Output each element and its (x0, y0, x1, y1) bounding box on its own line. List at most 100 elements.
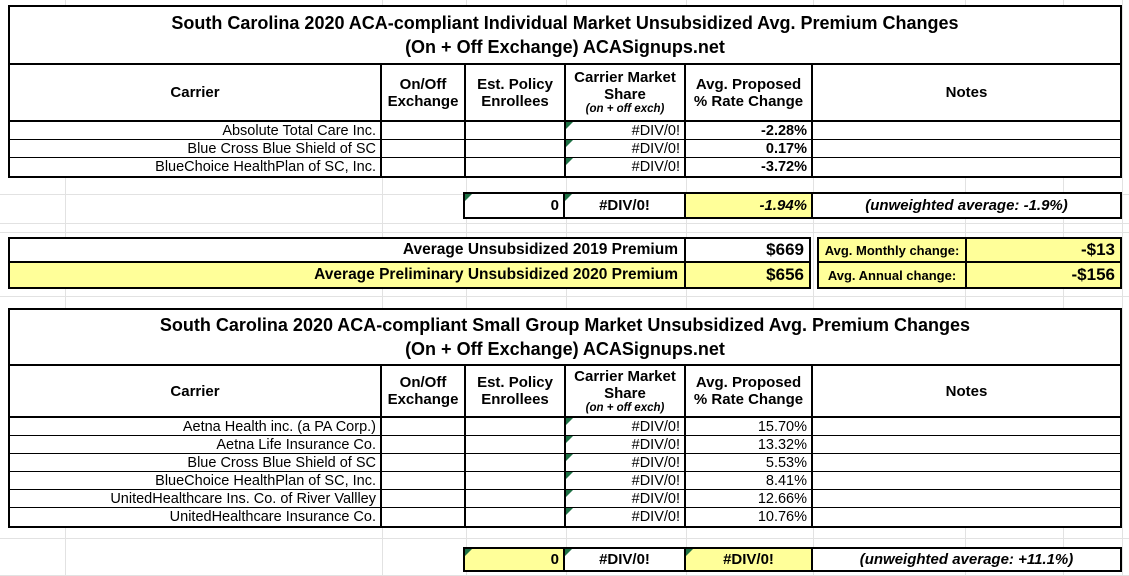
cell-carrier[interactable]: Aetna Life Insurance Co. (10, 436, 382, 453)
cell-rate-change[interactable]: -2.28% (686, 122, 813, 139)
cell-notes[interactable] (813, 140, 1120, 157)
cell-market-share-value: #DIV/0! (631, 159, 680, 175)
cell-notes[interactable] (813, 158, 1120, 176)
totals-rate-change-cell[interactable]: -1.94% (686, 194, 813, 217)
cell-enrollees[interactable] (466, 454, 566, 471)
cell-notes[interactable] (813, 508, 1120, 526)
cell-rate-change[interactable]: 10.76% (686, 508, 813, 526)
header-notes[interactable]: Notes (945, 382, 988, 400)
cell-carrier[interactable]: Blue Cross Blue Shield of SC (10, 140, 382, 157)
cell-exchange[interactable] (382, 158, 466, 176)
summary-2020-value-cell[interactable]: $656 (684, 263, 809, 287)
table-row: Aetna Life Insurance Co. #DIV/0! 13.32% (10, 436, 1120, 454)
header-exchange[interactable]: On/Off Exchange (382, 366, 466, 416)
cell-exchange[interactable] (382, 454, 466, 471)
cell-market-share[interactable]: #DIV/0! (566, 158, 686, 176)
cell-enrollees[interactable] (466, 508, 566, 526)
individual-market-title-cell[interactable]: South Carolina 2020 ACA-compliant Indivi… (10, 7, 1120, 65)
cell-enrollees[interactable] (466, 418, 566, 435)
table-row: Blue Cross Blue Shield of SC #DIV/0! 5.5… (10, 454, 1120, 472)
cell-rate-change[interactable]: 5.53% (686, 454, 813, 471)
cell-market-share[interactable]: #DIV/0! (566, 140, 686, 157)
cell-carrier[interactable]: UnitedHealthcare Insurance Co. (10, 508, 382, 526)
cell-market-share[interactable]: #DIV/0! (566, 436, 686, 453)
error-indicator-icon (566, 454, 573, 461)
cell-exchange[interactable] (382, 508, 466, 526)
cell-notes[interactable] (813, 490, 1120, 507)
cell-market-share[interactable]: #DIV/0! (566, 508, 686, 526)
cell-rate-change[interactable]: 8.41% (686, 472, 813, 489)
cell-market-share[interactable]: #DIV/0! (566, 454, 686, 471)
summary-2019-label-cell[interactable]: Average Unsubsidized 2019 Premium (402, 241, 678, 258)
cell-market-share[interactable]: #DIV/0! (566, 122, 686, 139)
monthly-change-label-cell[interactable]: Avg. Monthly change: (819, 239, 965, 261)
annual-change-label-cell[interactable]: Avg. Annual change: (819, 263, 965, 287)
cell-market-share[interactable]: #DIV/0! (566, 472, 686, 489)
header-enrollees[interactable]: Est. Policy Enrollees (466, 366, 566, 416)
error-indicator-icon (566, 140, 573, 147)
cell-enrollees[interactable] (466, 436, 566, 453)
cell-rate-change[interactable]: -3.72% (686, 158, 813, 176)
cell-rate-change[interactable]: 12.66% (686, 490, 813, 507)
small-group-totals-row: 0 #DIV/0! #DIV/0! (unweighted average: +… (463, 547, 1122, 572)
cell-market-share[interactable]: #DIV/0! (566, 418, 686, 435)
cell-carrier[interactable]: UnitedHealthcare Ins. Co. of River Valll… (10, 490, 382, 507)
header-exchange[interactable]: On/Off Exchange (382, 65, 466, 120)
table-row: BlueChoice HealthPlan of SC, Inc. #DIV/0… (10, 158, 1120, 176)
cell-carrier[interactable]: Absolute Total Care Inc. (10, 122, 382, 139)
summary-row-2019: Average Unsubsidized 2019 Premium $669 (10, 239, 809, 263)
cell-carrier[interactable]: Blue Cross Blue Shield of SC (10, 454, 382, 471)
cell-rate-change[interactable]: 15.70% (686, 418, 813, 435)
cell-enrollees[interactable] (466, 490, 566, 507)
totals-market-share-cell[interactable]: #DIV/0! (565, 549, 686, 570)
cell-market-share[interactable]: #DIV/0! (566, 490, 686, 507)
cell-exchange[interactable] (382, 490, 466, 507)
gridline (0, 296, 1129, 297)
error-indicator-icon (566, 490, 573, 497)
cell-enrollees[interactable] (466, 472, 566, 489)
header-carrier[interactable]: Carrier (10, 366, 382, 416)
header-market-share[interactable]: Carrier Market Share (on + off exch) (566, 65, 686, 120)
cell-enrollees[interactable] (466, 158, 566, 176)
totals-market-share-cell[interactable]: #DIV/0! (565, 194, 686, 217)
summary-row-2020: Average Preliminary Unsubsidized 2020 Pr… (10, 263, 809, 287)
cell-exchange[interactable] (382, 122, 466, 139)
cell-exchange[interactable] (382, 140, 466, 157)
header-market-share[interactable]: Carrier Market Share (on + off exch) (566, 366, 686, 416)
totals-enrollees-cell[interactable]: 0 (465, 194, 565, 217)
cell-notes[interactable] (813, 472, 1120, 489)
header-notes[interactable]: Notes (945, 84, 988, 101)
header-enrollees[interactable]: Est. Policy Enrollees (466, 65, 566, 120)
table-row: Aetna Health inc. (a PA Corp.) #DIV/0! 1… (10, 418, 1120, 436)
header-rate-change[interactable]: Avg. Proposed % Rate Change (686, 366, 813, 416)
header-carrier[interactable]: Carrier (10, 65, 382, 120)
cell-enrollees[interactable] (466, 140, 566, 157)
cell-notes[interactable] (813, 122, 1120, 139)
cell-exchange[interactable] (382, 418, 466, 435)
header-rate-change[interactable]: Avg. Proposed % Rate Change (686, 65, 813, 120)
monthly-change-value-cell[interactable]: -$13 (965, 239, 1120, 261)
cell-rate-change[interactable]: 0.17% (686, 140, 813, 157)
cell-rate-change[interactable]: 13.32% (686, 436, 813, 453)
summary-2020-label-cell[interactable]: Average Preliminary Unsubsidized 2020 Pr… (10, 263, 684, 287)
totals-note-cell[interactable]: (unweighted average: -1.9%) (865, 197, 1068, 214)
annual-change-value-cell[interactable]: -$156 (965, 263, 1120, 287)
summary-2019-value-cell[interactable]: $669 (684, 239, 809, 261)
cell-exchange[interactable] (382, 436, 466, 453)
small-group-title-cell[interactable]: South Carolina 2020 ACA-compliant Small … (10, 310, 1120, 366)
premium-summary-box: Average Unsubsidized 2019 Premium $669 A… (8, 237, 811, 289)
small-group-market-table: South Carolina 2020 ACA-compliant Small … (8, 308, 1122, 528)
individual-market-title-line2: (On + Off Exchange) ACASignups.net (405, 37, 725, 57)
totals-rate-change-cell[interactable]: #DIV/0! (686, 549, 813, 570)
cell-carrier[interactable]: BlueChoice HealthPlan of SC, Inc. (10, 158, 382, 176)
cell-notes[interactable] (813, 418, 1120, 435)
cell-exchange[interactable] (382, 472, 466, 489)
totals-enrollees-cell[interactable]: 0 (465, 549, 565, 570)
cell-notes[interactable] (813, 436, 1120, 453)
cell-enrollees[interactable] (466, 122, 566, 139)
cell-market-share-value: #DIV/0! (631, 472, 680, 489)
cell-carrier[interactable]: BlueChoice HealthPlan of SC, Inc. (10, 472, 382, 489)
cell-notes[interactable] (813, 454, 1120, 471)
totals-note-cell[interactable]: (unweighted average: +11.1%) (859, 551, 1074, 568)
cell-carrier[interactable]: Aetna Health inc. (a PA Corp.) (10, 418, 382, 435)
